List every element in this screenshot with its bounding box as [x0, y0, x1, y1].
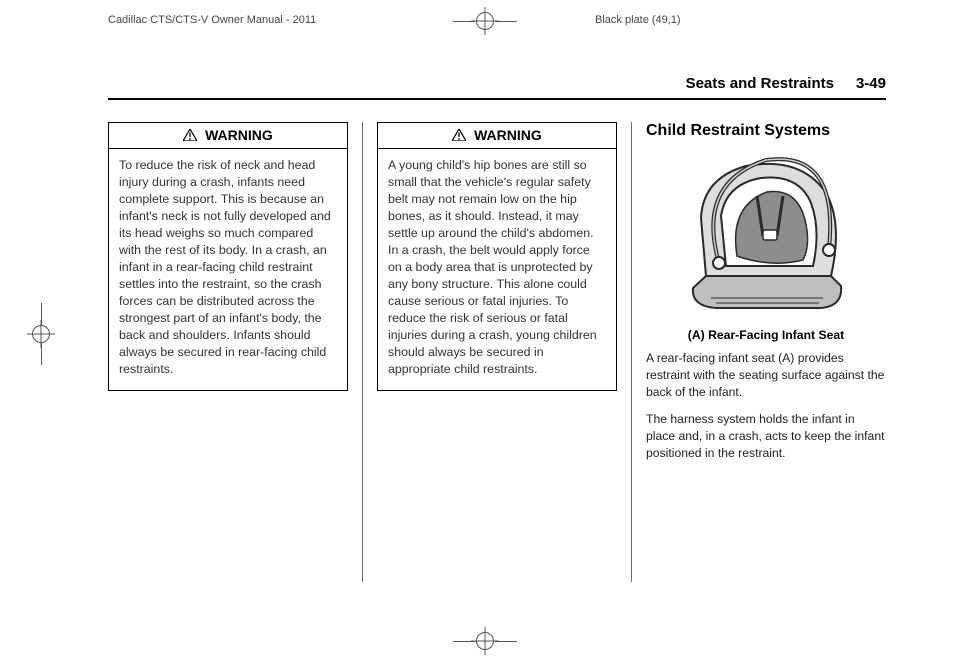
- warning-label: WARNING: [205, 127, 273, 143]
- warning-triangle-icon: [452, 128, 466, 144]
- crop-mark-left: [32, 325, 50, 343]
- crop-rule: [453, 641, 475, 642]
- page-header: Seats and Restraints 3-49: [108, 75, 886, 100]
- column-divider: [362, 122, 363, 582]
- plate-info: Black plate (49,1): [595, 14, 681, 26]
- column-3: Child Restraint Systems: [646, 122, 886, 582]
- warning-header: WARNING: [378, 123, 616, 149]
- page-number: 3-49: [856, 75, 886, 92]
- warning-triangle-icon: [183, 128, 197, 144]
- body-paragraph: A rear-facing infant seat (A) provides r…: [646, 350, 886, 401]
- warning-box-1: WARNING To reduce the risk of neck and h…: [108, 122, 348, 391]
- crop-mark-bottom: [476, 632, 494, 650]
- figure-caption: (A) Rear-Facing Infant Seat: [646, 328, 886, 342]
- infant-seat-figure: [646, 148, 886, 318]
- content-columns: WARNING To reduce the risk of neck and h…: [108, 122, 886, 582]
- column-2: WARNING A young child's hip bones are st…: [377, 122, 617, 582]
- crop-rule: [453, 21, 475, 22]
- warning-body-text: To reduce the risk of neck and head inju…: [109, 149, 347, 390]
- column-1: WARNING To reduce the risk of neck and h…: [108, 122, 348, 582]
- manual-name: Cadillac CTS/CTS-V Owner Manual - 2011: [108, 14, 316, 26]
- crop-rule: [495, 641, 517, 642]
- subsection-heading: Child Restraint Systems: [646, 122, 886, 140]
- crop-rule: [495, 21, 517, 22]
- crop-rule: [41, 303, 42, 325]
- body-paragraph: The harness system holds the infant in p…: [646, 411, 886, 462]
- warning-box-2: WARNING A young child's hip bones are st…: [377, 122, 617, 391]
- section-title: Seats and Restraints: [686, 75, 834, 92]
- crop-mark-top: [476, 12, 494, 30]
- crop-rule: [41, 343, 42, 365]
- page-frame: Seats and Restraints 3-49 WARNING To red…: [108, 75, 886, 582]
- infant-seat-icon: [671, 148, 861, 318]
- warning-label: WARNING: [474, 127, 542, 143]
- warning-header: WARNING: [109, 123, 347, 149]
- column-divider: [631, 122, 632, 582]
- warning-body-text: A young child's hip bones are still so s…: [378, 149, 616, 390]
